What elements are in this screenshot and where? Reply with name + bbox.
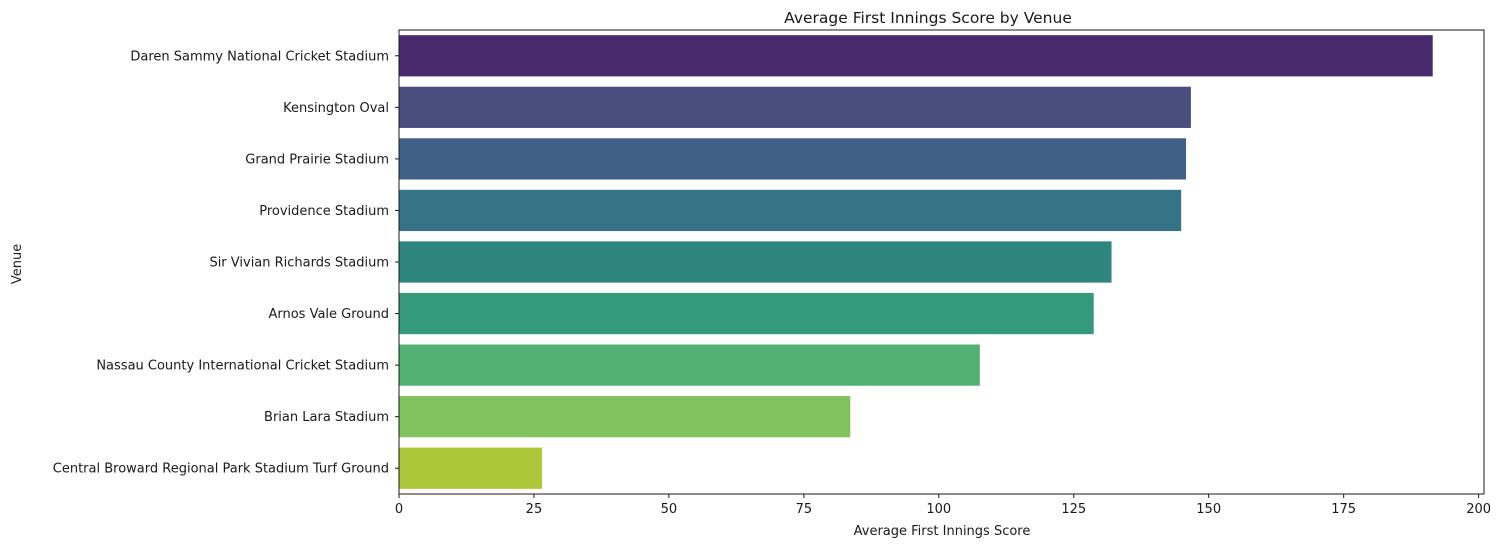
y-tick-label: Central Broward Regional Park Stadium Tu…: [53, 462, 389, 477]
y-axis-label: Venue: [10, 244, 25, 284]
x-axis-label: Average First Innings Score: [854, 524, 1031, 539]
y-tick-label: Providence Stadium: [259, 204, 389, 219]
chart-title: Average First Innings Score by Venue: [784, 9, 1072, 27]
x-tick-label: 150: [1196, 502, 1221, 517]
y-tick-label: Arnos Vale Ground: [268, 307, 389, 322]
y-tick-label: Kensington Oval: [283, 101, 389, 116]
x-tick-label: 25: [526, 502, 543, 517]
x-tick-label: 75: [796, 502, 813, 517]
x-tick-label: 0: [395, 502, 403, 517]
bar-3: [399, 138, 1187, 180]
bars-group: [399, 35, 1433, 489]
bar-5: [399, 241, 1112, 283]
y-tick-label: Sir Vivian Richards Stadium: [209, 256, 389, 271]
y-tick-label: Nassau County International Cricket Stad…: [96, 359, 389, 374]
y-tick-label: Daren Sammy National Cricket Stadium: [130, 49, 389, 64]
y-tick-label: Brian Lara Stadium: [264, 410, 389, 425]
y-tick-labels: Daren Sammy National Cricket Stadium Kens…: [53, 49, 399, 477]
x-tick-label: 200: [1466, 502, 1491, 517]
x-tick-label: 100: [926, 502, 951, 517]
x-tick-label: 175: [1331, 502, 1356, 517]
bar-7: [399, 344, 980, 386]
bar-8: [399, 396, 851, 438]
x-ticks: 0 25 50 75 100 125 150 175 200: [395, 494, 1491, 517]
bar-9: [399, 447, 543, 489]
bar-2: [399, 86, 1191, 128]
bar-6: [399, 292, 1094, 335]
y-tick-label: Grand Prairie Stadium: [245, 152, 389, 167]
x-tick-label: 50: [661, 502, 678, 517]
bar-4: [399, 189, 1182, 232]
plot-frame: [398, 29, 1485, 495]
x-tick-label: 125: [1061, 502, 1086, 517]
bar-1: [399, 35, 1433, 77]
